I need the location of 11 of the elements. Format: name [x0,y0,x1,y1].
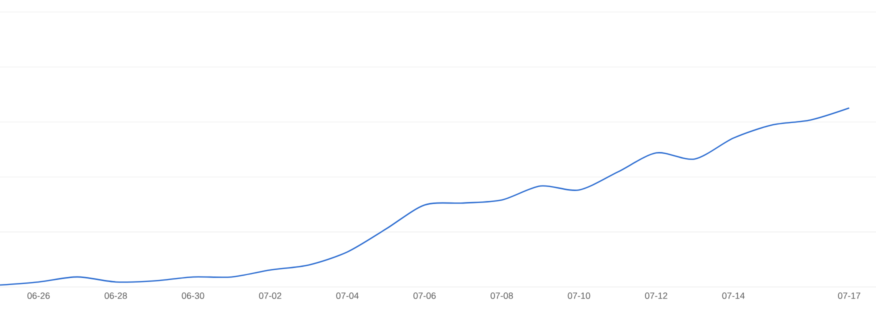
x-tick-label: 07-06 [413,292,436,299]
x-tick-label: 07-17 [838,292,860,299]
x-tick-label: 07-14 [722,292,745,299]
x-tick-label: 06-30 [182,292,204,299]
x-tick-label: 07-12 [645,292,668,299]
x-tick-label: 07-04 [336,292,359,299]
x-tick-label: 06-26 [27,292,50,299]
x-tick-label: 07-02 [259,292,282,299]
x-tick-label: 06-28 [104,292,127,299]
x-tick-label: 07-08 [490,292,513,299]
x-tick-label: 07-10 [568,292,590,299]
